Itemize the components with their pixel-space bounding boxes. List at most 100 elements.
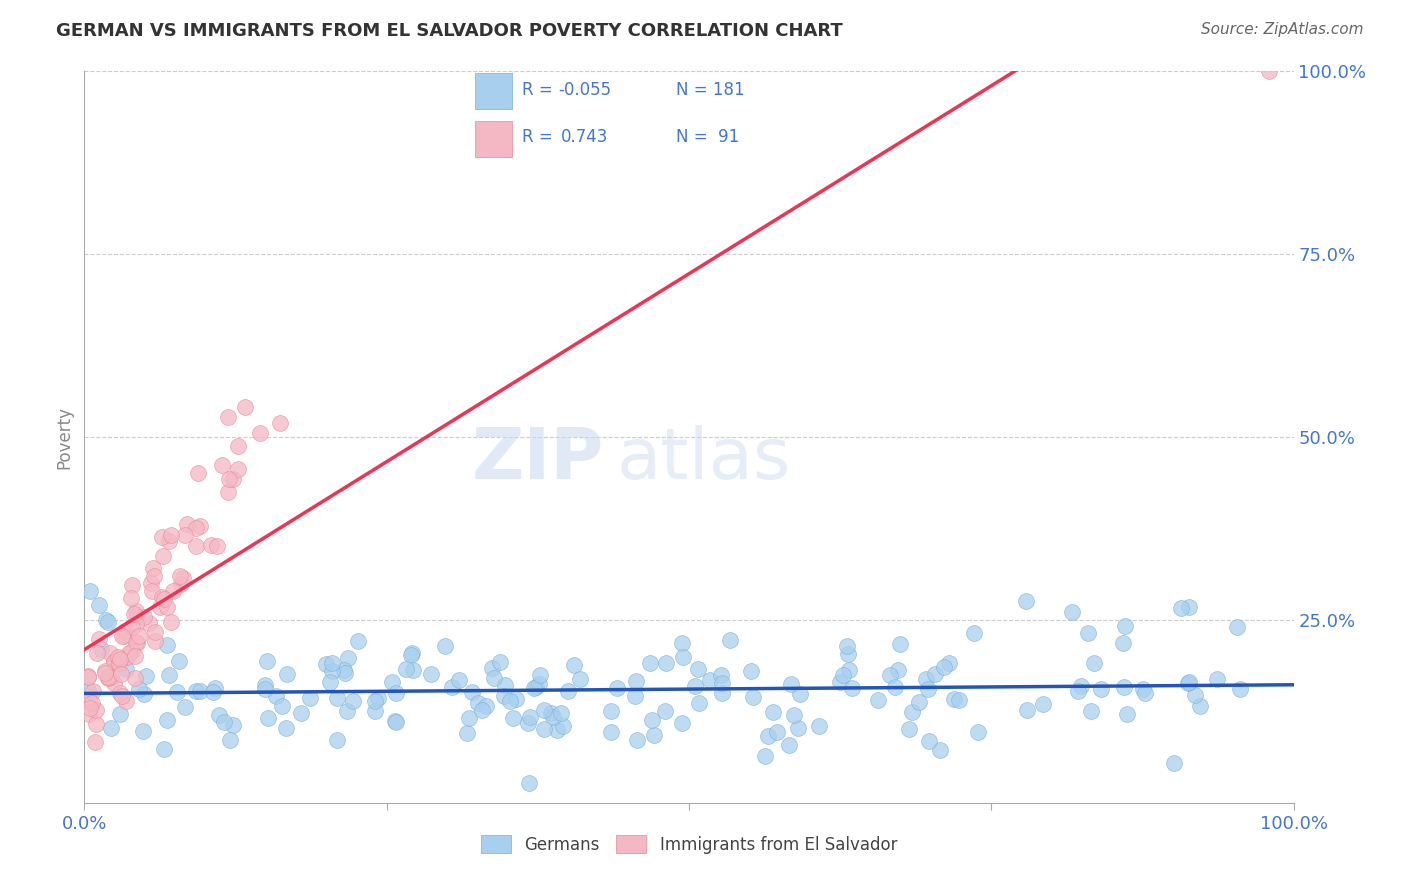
Point	[394, 662, 416, 676]
Point	[204, 681, 226, 696]
Point	[1114, 619, 1136, 633]
Point	[599, 725, 621, 739]
Point	[226, 439, 249, 453]
Point	[337, 651, 360, 665]
Point	[157, 534, 180, 549]
Point	[228, 461, 250, 475]
Point	[699, 673, 721, 687]
Point	[186, 684, 208, 698]
Y-axis label: Poverty: Poverty	[55, 406, 73, 468]
Point	[315, 657, 337, 672]
Point	[211, 458, 233, 472]
Point	[898, 722, 921, 736]
Point	[942, 692, 965, 706]
Bar	[475, 121, 512, 157]
Point	[326, 733, 349, 747]
Point	[125, 617, 148, 632]
Point	[841, 681, 863, 695]
Point	[143, 624, 166, 639]
Point	[1070, 679, 1092, 693]
Point	[557, 683, 579, 698]
Point	[381, 674, 404, 689]
Point	[1184, 689, 1206, 703]
Point	[110, 666, 132, 681]
Point	[141, 584, 163, 599]
Point	[169, 568, 191, 582]
Point	[205, 539, 228, 553]
Point	[149, 600, 172, 615]
Point	[121, 620, 143, 634]
Point	[766, 724, 789, 739]
Point	[529, 667, 551, 681]
Point	[533, 722, 555, 736]
Point	[87, 632, 110, 646]
Text: R =: R =	[523, 128, 553, 146]
Point	[346, 633, 368, 648]
Point	[1015, 594, 1038, 608]
Point	[624, 674, 647, 689]
Point	[184, 520, 207, 534]
Point	[326, 690, 349, 705]
Point	[186, 539, 208, 553]
Point	[218, 472, 240, 486]
Point	[170, 577, 193, 591]
Point	[84, 717, 107, 731]
Point	[1032, 697, 1054, 711]
Point	[132, 610, 155, 624]
Point	[606, 681, 628, 695]
Point	[718, 632, 741, 647]
Point	[152, 592, 174, 607]
Point	[94, 613, 117, 627]
Point	[624, 690, 647, 704]
Point	[962, 625, 984, 640]
Point	[917, 682, 939, 697]
Point	[688, 662, 710, 676]
Point	[568, 672, 591, 686]
Point	[533, 703, 555, 717]
Point	[1112, 680, 1135, 694]
Point	[77, 693, 100, 707]
Point	[1017, 703, 1039, 717]
Point	[482, 671, 505, 685]
Point	[399, 648, 422, 663]
Point	[152, 741, 174, 756]
Point	[188, 683, 211, 698]
Point	[1189, 699, 1212, 714]
Point	[79, 583, 101, 598]
Point	[467, 696, 489, 710]
Point	[1132, 681, 1154, 696]
Point	[150, 591, 173, 605]
Text: N = 181: N = 181	[676, 81, 745, 99]
Point	[449, 673, 471, 687]
Point	[711, 676, 734, 690]
Point	[83, 734, 105, 748]
Point	[157, 668, 180, 682]
Point	[1116, 707, 1139, 722]
Point	[778, 738, 800, 752]
Point	[233, 400, 256, 414]
Point	[103, 654, 125, 668]
Point	[139, 576, 162, 591]
Point	[524, 680, 547, 694]
Point	[419, 666, 441, 681]
Point	[741, 690, 763, 704]
Point	[1083, 657, 1105, 671]
Point	[290, 706, 312, 720]
Point	[200, 538, 222, 552]
Point	[208, 708, 231, 723]
Point	[655, 657, 678, 671]
Point	[546, 723, 568, 737]
Point	[172, 571, 194, 585]
Point	[562, 658, 585, 673]
Point	[786, 721, 808, 735]
Point	[120, 591, 142, 605]
Point	[321, 665, 343, 679]
Point	[671, 715, 693, 730]
Point	[364, 694, 387, 708]
Point	[124, 648, 146, 663]
Point	[929, 743, 952, 757]
Point	[540, 706, 562, 720]
Point	[188, 519, 211, 533]
Point	[492, 689, 515, 703]
Point	[643, 729, 665, 743]
